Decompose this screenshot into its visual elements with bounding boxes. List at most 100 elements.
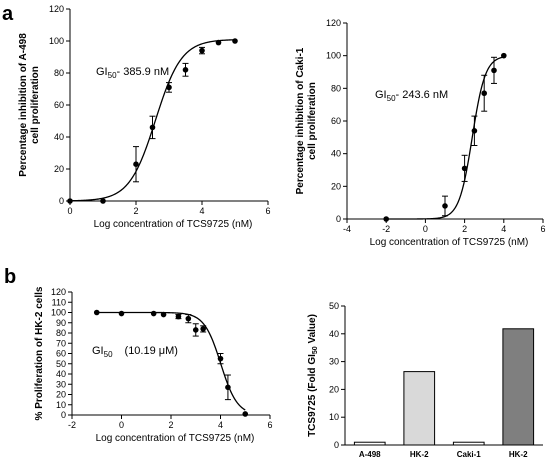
x-axis-label: Log concentration of TCS9725 (nM) <box>94 219 253 230</box>
data-point <box>166 84 172 91</box>
x-tick-label: 4 <box>218 420 223 430</box>
y-axis-label-line-1: cell proliferation <box>30 66 41 144</box>
gi50-annotation: GI50- 385.9 nM <box>96 66 169 80</box>
y-tick-label: 40 <box>56 369 66 379</box>
x-tick-label: 4 <box>199 206 204 216</box>
x-axis-label: Log concentration of TCS9725 (nM) <box>370 237 529 248</box>
y-tick-label: 30 <box>56 379 66 389</box>
y-tick-label: 20 <box>331 181 341 191</box>
data-point <box>150 310 157 317</box>
data-point <box>471 128 478 134</box>
y-axis-label-line-0: Percentage inhibition of A-498 <box>18 33 29 177</box>
gi50-annotation: GI50- 243.6 nM <box>375 89 448 103</box>
data-point <box>160 311 167 318</box>
x-tick-label: A-498 <box>359 450 381 459</box>
x-tick-label: -2 <box>382 224 390 234</box>
y-tick-label: 100 <box>49 36 64 46</box>
data-point <box>225 384 231 391</box>
x-tick-label: 6 <box>267 420 272 430</box>
data-point <box>383 216 390 222</box>
fit-curve <box>386 56 504 220</box>
x-tick-label: 0 <box>119 420 124 430</box>
data-point <box>481 90 488 97</box>
y-tick-label: 30 <box>329 357 339 367</box>
y-axis-label-line-0: Percentage inhibition of Caki-1 <box>295 47 306 194</box>
y-tick-label: 110 <box>52 297 66 307</box>
data-point <box>93 309 100 316</box>
data-point <box>192 327 199 333</box>
data-point <box>491 67 497 74</box>
y-axis-label-line-0: % Proliferation of HK-2 cells <box>34 286 45 420</box>
y-tick-label: 10 <box>329 412 339 422</box>
y-tick-label: 120 <box>49 4 64 14</box>
data-point <box>67 198 73 204</box>
x-tick-label: -4 <box>343 224 351 234</box>
data-point <box>118 310 125 317</box>
data-point <box>185 315 192 322</box>
x-axis-label: Log concentration of TCS9725 (nM) <box>96 433 255 444</box>
y-tick-label: 50 <box>56 359 66 369</box>
x-tick-label: 2 <box>462 224 467 234</box>
data-point <box>133 161 139 167</box>
data-point <box>149 124 156 131</box>
y-tick-label: 0 <box>59 196 64 206</box>
data-point <box>461 165 468 172</box>
y-tick-label: 120 <box>51 287 66 297</box>
y-tick-label: 40 <box>331 149 341 159</box>
x-tick-label: -2 <box>68 420 76 430</box>
data-point <box>182 67 189 73</box>
y-tick-label: 0 <box>61 410 66 420</box>
x-tick-label: HK-2 <box>410 450 429 459</box>
y-tick-label: 60 <box>56 349 66 359</box>
y-tick-label: 80 <box>56 328 66 338</box>
x-tick-label: 0 <box>67 206 72 216</box>
y-tick-label: 70 <box>56 338 66 348</box>
fit-curve <box>96 311 246 411</box>
y-axis-label-line-1: cell proliferation <box>307 82 318 160</box>
y-tick-label: 60 <box>331 116 341 126</box>
y-tick-label: 100 <box>51 308 66 318</box>
x-tick-label: 2 <box>168 420 173 430</box>
data-point <box>501 52 507 59</box>
y-tick-label: 60 <box>54 100 64 110</box>
data-point <box>200 326 206 332</box>
data-point <box>215 39 222 46</box>
data-point <box>217 355 224 362</box>
y-tick-label: 90 <box>56 318 66 328</box>
data-point <box>175 313 182 320</box>
chart-3: 0 10 20 30 40 50 A-498 HK-2 Caki-1 HK-2 TCS9725 (F… <box>307 301 543 459</box>
chart-1: 0 20 40 60 80 100 120 -4 -2 0 2 4 6 Log concentration… <box>295 18 546 248</box>
bar <box>353 441 386 446</box>
x-tick-label: 2 <box>133 206 138 216</box>
y-tick-label: 40 <box>329 329 339 339</box>
data-point <box>199 47 205 54</box>
bar <box>452 441 485 446</box>
y-tick-label: 10 <box>56 400 66 410</box>
x-tick-label: 6 <box>265 206 270 216</box>
x-tick-label: 4 <box>501 224 506 234</box>
bar <box>403 371 436 446</box>
bar <box>502 328 535 446</box>
data-point <box>442 203 448 209</box>
x-tick-label: HK-2 <box>509 450 528 459</box>
y-tick-label: 80 <box>331 83 341 93</box>
x-tick-label: 6 <box>540 224 545 234</box>
y-tick-label: 80 <box>54 68 64 78</box>
y-tick-label: 20 <box>329 384 339 394</box>
y-tick-label: 20 <box>56 390 66 400</box>
chart-0: 0 20 40 60 80 100 120 0 2 4 6 Log concentration of … <box>18 4 271 230</box>
y-tick-label: 20 <box>54 164 64 174</box>
panel-label-a: a <box>2 3 14 25</box>
y-tick-label: 120 <box>326 18 341 28</box>
y-tick-label: 100 <box>326 51 341 61</box>
x-tick-label: Caki-1 <box>457 450 482 459</box>
y-tick-label: 40 <box>54 132 64 142</box>
gi50-annotation: GI50 (10.19 μM) <box>92 345 178 359</box>
panel-label-b: b <box>4 266 16 288</box>
y-tick-label: 0 <box>336 214 341 224</box>
y-axis-label: TCS9725 (Fold GI50 Value) <box>307 314 319 437</box>
data-point <box>232 38 238 44</box>
